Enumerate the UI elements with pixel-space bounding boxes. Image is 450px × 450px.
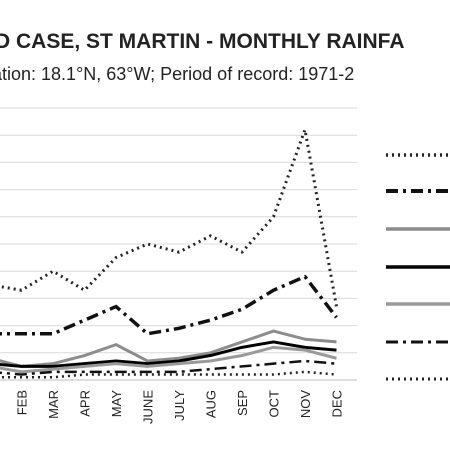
x-tick-label: DEC (330, 390, 345, 417)
series-line-2 (0, 274, 338, 336)
gridlines (0, 107, 357, 381)
x-axis-ticks: FEB MAR APR MAY JUNE JULY AUG SEP OCT NOV DEC (15, 390, 345, 424)
series-line-4 (0, 340, 337, 368)
series-line-3 (0, 329, 337, 368)
series-line-6 (0, 359, 337, 376)
x-tick-label: SEP (235, 390, 250, 416)
series-lines (0, 128, 338, 379)
x-tick-label: MAY (109, 390, 124, 418)
chart-title: D CASE, ST MARTIN - MONTHLY RAINFA (0, 30, 405, 53)
chart-subtitle: ation: 18.1°N, 63°W; Period of record: 1… (0, 64, 354, 84)
x-tick-label: APR (78, 390, 93, 417)
x-tick-label: AUG (204, 390, 219, 418)
x-tick-label: OCT (267, 390, 282, 418)
series-line-5 (0, 345, 337, 374)
x-tick-label: JUNE (141, 390, 156, 424)
x-tick-label: FEB (15, 390, 30, 415)
x-tick-label: NOV (298, 390, 313, 419)
series-line-7 (0, 370, 337, 379)
legend (386, 153, 450, 381)
x-tick-label: MAR (46, 390, 61, 419)
x-tick-label: JULY (172, 390, 187, 421)
